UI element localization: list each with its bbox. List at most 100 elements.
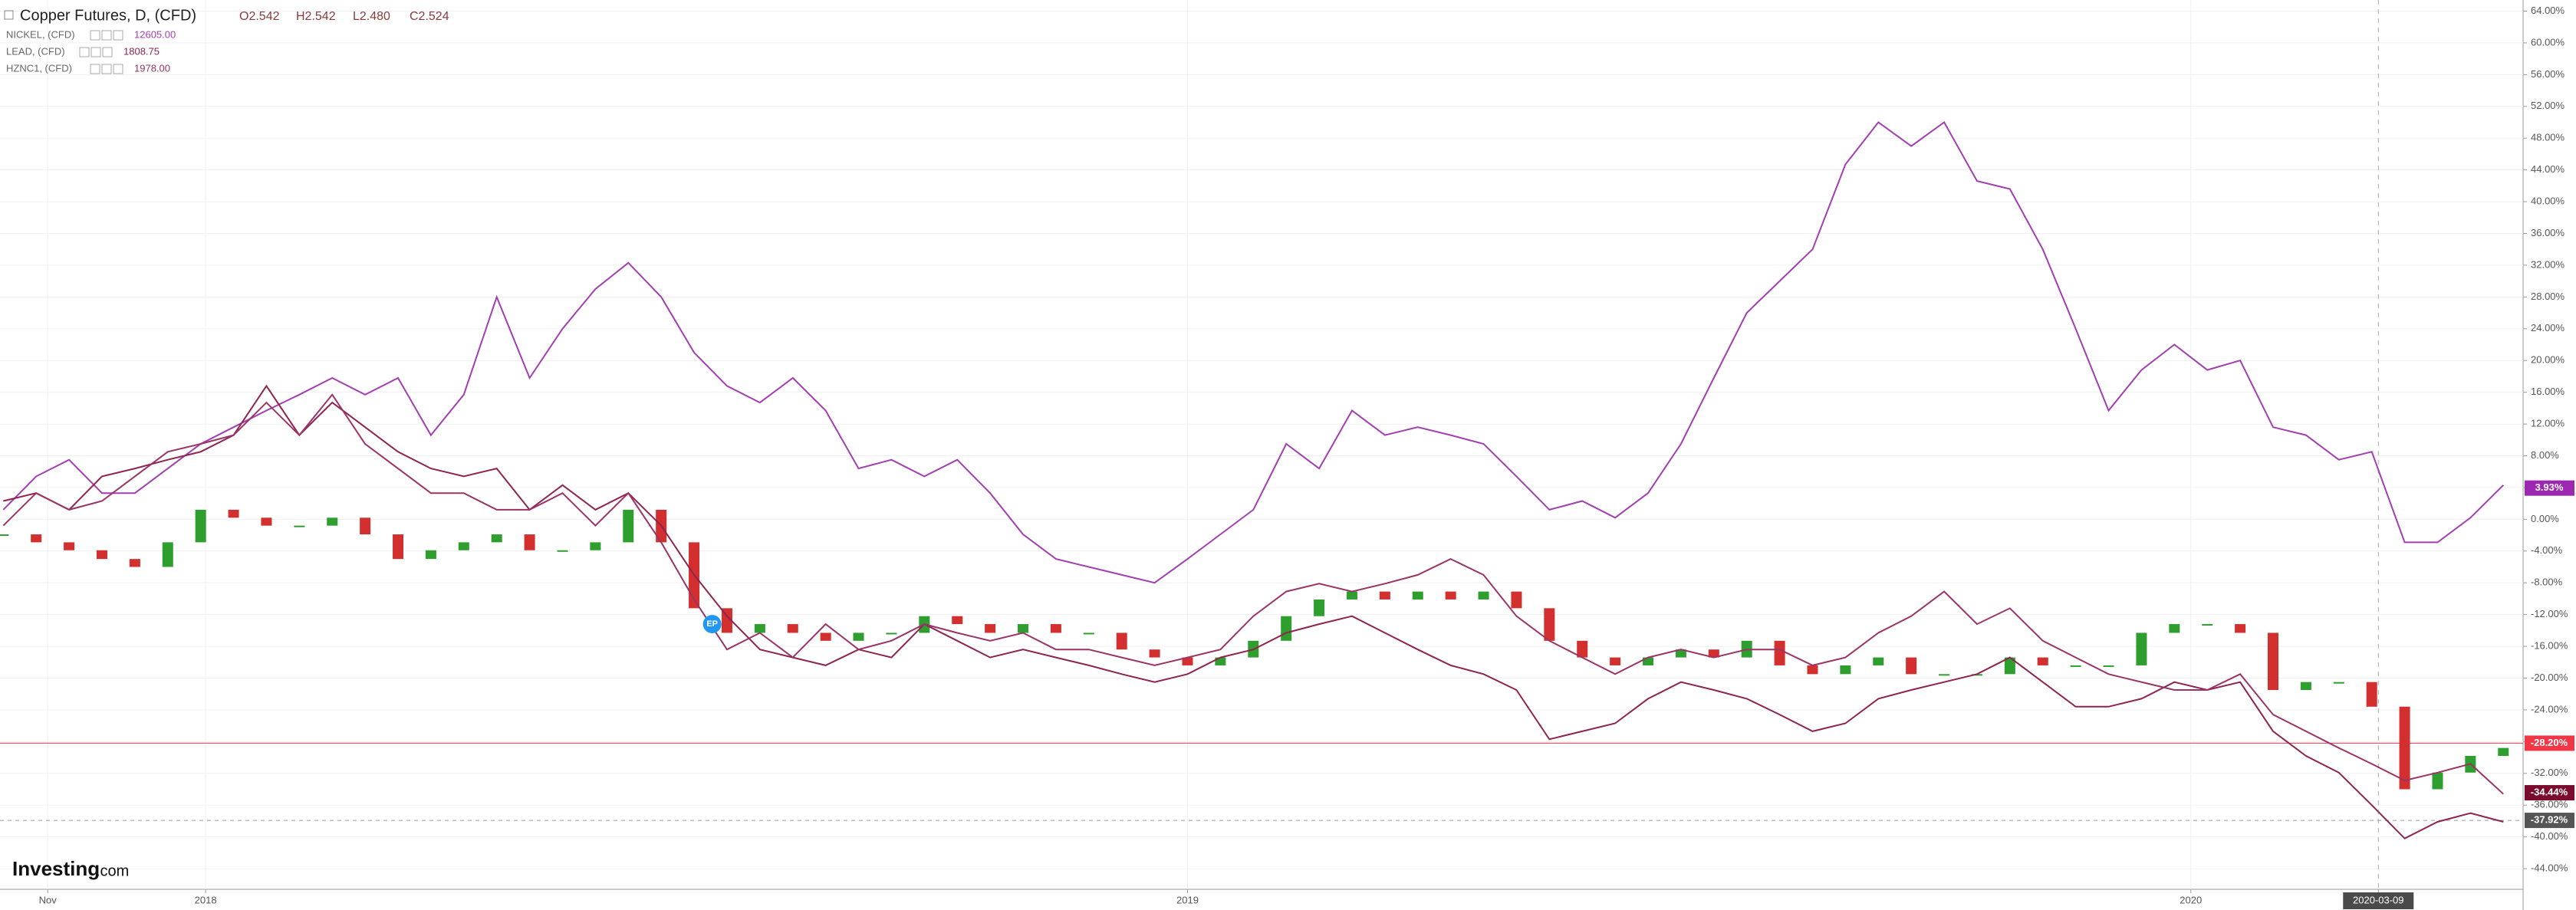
candle [1379,591,1390,600]
y-tick-label: 40.00% [2531,195,2565,207]
grid [0,0,2523,889]
candle [1708,649,1719,658]
candle [886,632,897,635]
legend-button[interactable] [113,64,123,74]
price-badge-label: -34.44% [2531,786,2568,797]
candle [1149,649,1160,658]
legend-button[interactable] [90,47,101,57]
candle [524,534,535,550]
y-tick-label: -12.00% [2531,608,2568,619]
legend-button[interactable] [90,30,100,41]
legend-button[interactable] [90,64,100,74]
candle [458,542,469,550]
y-tick-label: 64.00% [2531,5,2565,16]
y-tick-label: 48.00% [2531,132,2565,143]
y-tick-label: -20.00% [2531,672,2568,683]
y-tick-label: 16.00% [2531,386,2565,397]
candle [2268,632,2279,691]
candle [2432,772,2443,790]
candle [853,632,864,641]
candle [2169,624,2180,633]
ohlc-value: C2.524 [410,10,449,23]
legend-button[interactable] [79,47,90,57]
candle [64,542,75,550]
candle [754,624,765,633]
candle [820,632,831,641]
candle [1478,591,1489,600]
ohlc-value: O2.542 [239,10,280,23]
ohlc-value: H2.542 [296,10,336,23]
candle [623,509,634,543]
price-badge-label: -28.20% [2531,737,2568,748]
logo-main: Investing [12,857,100,880]
annotation-label: EP [706,619,718,629]
legend-button[interactable] [113,30,123,41]
legend-last-price: 1978.00 [134,62,170,74]
candle [0,534,9,537]
candle [162,542,173,567]
y-tick-label: 52.00% [2531,100,2565,111]
y-tick-label: 44.00% [2531,163,2565,175]
legend-button[interactable] [102,47,113,57]
candle [1083,632,1094,635]
candle [2399,706,2410,790]
candle [360,517,371,535]
candle [2498,747,2509,756]
price-badge [2525,480,2574,496]
candle [1314,599,1325,616]
candle [2333,682,2344,684]
candle [491,534,502,543]
candle [557,550,568,552]
candle [1906,657,1917,675]
legend-series-name: LEAD, (CFD) [6,45,65,57]
legend-series-name: NICKEL, (CFD) [6,28,75,40]
main-title: Copper Futures, D, (CFD) [20,7,196,24]
candle [393,534,404,560]
candle [721,608,732,633]
ohlc-value: L2.480 [353,10,390,23]
price-badge-label: 3.93% [2535,481,2564,493]
y-tick-label: -36.00% [2531,799,2568,810]
candle [2366,682,2377,707]
price-badge-label: -37.92% [2531,814,2568,826]
candle [1511,591,1522,609]
y-tick-label: -4.00% [2531,544,2563,556]
candle [2037,657,2048,665]
candle [2004,657,2015,675]
x-tick-label: 2018 [195,894,217,905]
price-badge [2525,785,2574,801]
y-tick-label: -8.00% [2531,577,2563,588]
logo: Investing .com [12,857,129,880]
candle [1544,608,1555,641]
candle [2300,682,2311,691]
candle [2136,632,2147,665]
candle [1610,657,1621,665]
annotation-marker[interactable] [702,615,722,634]
candle [425,550,436,560]
legend-button[interactable] [101,64,112,74]
candle [2202,624,2213,626]
legend-button[interactable] [101,30,112,41]
candle [787,624,798,633]
y-tick-label: 28.00% [2531,291,2565,302]
candle [1643,657,1654,665]
candle [195,509,206,543]
collapse-button[interactable] [4,10,14,20]
candle [590,542,601,550]
y-tick-label: 20.00% [2531,354,2565,366]
candle [985,624,996,633]
y-tick-label: -40.00% [2531,830,2568,842]
y-tick-label: 56.00% [2531,68,2565,80]
x-tick-label: 2020-03-09 [2353,894,2404,905]
candle [294,525,305,527]
y-tick-label: -16.00% [2531,640,2568,652]
series-line [2,121,2505,584]
candle [1182,657,1193,665]
candle [1939,674,1950,676]
candle [1050,624,1061,633]
candle [1774,640,1785,665]
y-tick-label: 8.00% [2531,449,2559,461]
candle [1281,616,1292,641]
y-tick-label: -44.00% [2531,862,2568,874]
